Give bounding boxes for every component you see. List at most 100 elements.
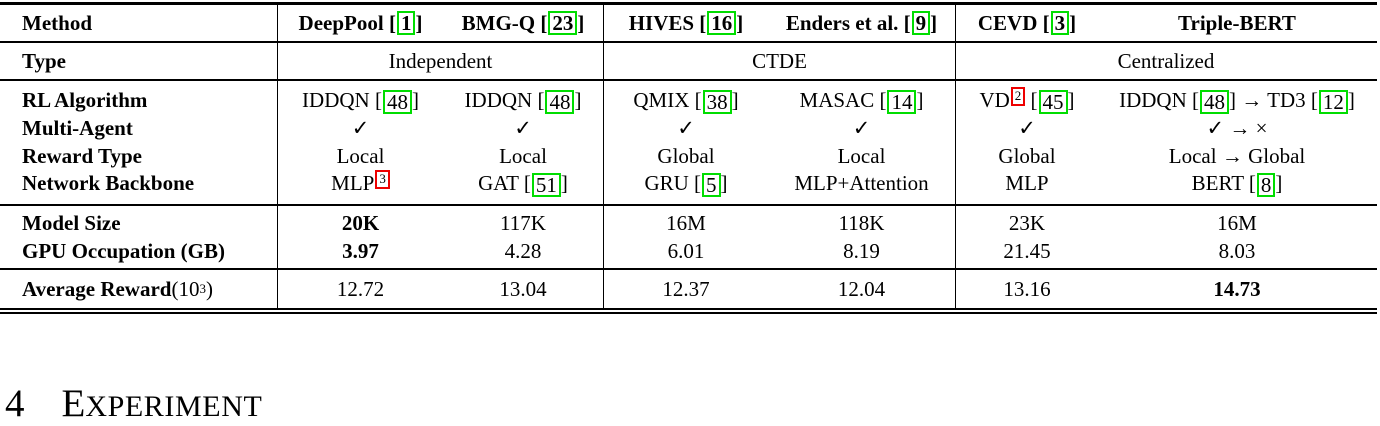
model-size-value: 20K (278, 210, 443, 238)
avg-reward-hives: 12.37 (603, 270, 768, 308)
perf-cell-enders: 118K 8.19 (768, 206, 955, 268)
row-label-gpu-occupation: GPU Occupation (GB) (22, 238, 225, 263)
gpu-occupation-value: 8.19 (843, 238, 880, 263)
table-row-type: Type Independent CTDE Centralized (0, 43, 1377, 81)
header-cell-triplebert: Triple-BERT (1178, 10, 1296, 35)
reward-type-value: Global (998, 143, 1056, 168)
header-cell-deeppool: DeepPool [1] (277, 5, 443, 41)
gpu-occupation-value: 3.97 (278, 238, 443, 266)
citation-link[interactable]: 1 (396, 11, 416, 35)
network-backbone-value: MLP+Attention (794, 171, 929, 196)
network-backbone-value: GAT [51] (478, 171, 568, 198)
model-size-value: 23K (1008, 211, 1046, 235)
table-row-average-reward: Average Reward (10 3) 12.72 13.04 12.37 1… (0, 270, 1377, 310)
rl-algorithm-value: IDDQN [48] (302, 88, 419, 114)
reward-type-value: Local (499, 143, 547, 168)
table-rows-perf: Model Size GPU Occupation (GB) 20K 3.97 … (0, 206, 1377, 270)
footnote-link[interactable]: 2 (1010, 87, 1026, 106)
multi-agent-value: ✓ → × (1206, 115, 1268, 140)
model-size-value: 16M (666, 211, 706, 235)
section-number: 4 (5, 382, 25, 425)
citation-link[interactable]: 5 (702, 173, 721, 198)
avg-reward-enders: 12.04 (837, 276, 886, 301)
model-size-value: 117K (500, 211, 546, 235)
citation-link[interactable]: 23 (548, 11, 578, 35)
avg-reward-bmgq: 13.04 (499, 276, 547, 301)
citation-link[interactable]: 14 (887, 90, 917, 114)
header-cell-hives: HIVES [16] (603, 5, 768, 41)
footnote-link[interactable]: 3 (375, 170, 390, 190)
perf-cell-triplebert: 16M 8.03 (1098, 206, 1376, 268)
perf-row-labels: Model Size GPU Occupation (GB) (0, 206, 277, 268)
multi-agent-value: ✓ (677, 115, 695, 140)
spec-cell-deeppool: IDDQN [48] ✓ Local MLP 3 (277, 81, 443, 204)
citation-link[interactable]: 12 (1318, 90, 1348, 114)
spec-cell-triplebert: IDDQN [48] → TD3 [12] ✓ → × Local → Glob… (1098, 81, 1376, 204)
perf-cell-hives: 16M 6.01 (603, 206, 768, 268)
table-rows-spec: RL Algorithm Multi-Agent Reward Type Net… (0, 81, 1377, 206)
row-label-rl-algorithm: RL Algorithm (22, 88, 148, 112)
rl-algorithm-value: IDDQN [48] → TD3 [12] (1119, 88, 1355, 114)
row-label-method-text: Method (22, 10, 92, 35)
multi-agent-value: ✓ (852, 115, 871, 140)
avg-reward-deeppool: 12.72 (277, 270, 443, 308)
normal-text: ) (205, 276, 213, 301)
citation-link[interactable]: 38 (702, 90, 732, 114)
model-size-value: 118K (838, 211, 885, 235)
section-title-rest: XPERIMENT (85, 390, 263, 423)
reward-type-value: Local (837, 143, 886, 168)
row-label-reward-type: Reward Type (22, 143, 142, 168)
spec-cell-cevd: VD 2 [45] ✓ Global MLP (955, 81, 1098, 204)
citation-link[interactable]: 48 (545, 90, 575, 114)
multi-agent-value: ✓ (1018, 115, 1036, 140)
bold-text: 14.73 (1213, 276, 1261, 301)
section-heading: 4 EXPERIMENT (5, 381, 262, 426)
reward-type-value: Local → Global (1168, 143, 1306, 168)
type-group-centralized: Centralized (955, 43, 1376, 79)
avg-reward-cevd: 13.16 (955, 270, 1098, 308)
gpu-occupation-value: 4.28 (504, 238, 542, 263)
citation-link[interactable]: 3 (1050, 11, 1070, 35)
citation-link[interactable]: 45 (1038, 90, 1068, 114)
citation-link[interactable]: 51 (531, 173, 561, 198)
network-backbone-value: MLP (1005, 171, 1049, 196)
table-row-method: Method DeepPool [1] BMG-Q [23] HIVES [16… (0, 5, 1377, 43)
gpu-occupation-value: 21.45 (1003, 238, 1051, 263)
rl-algorithm-value: VD 2 [45] (979, 87, 1075, 114)
bold-text: 3.97 (342, 238, 379, 263)
row-label-model-size: Model Size (22, 211, 121, 235)
citation-link[interactable]: 9 (911, 11, 931, 35)
avg-reward-triplebert: 14.73 (1098, 270, 1376, 308)
gpu-occupation-value: 8.03 (1218, 238, 1256, 263)
citation-link[interactable]: 48 (1200, 90, 1230, 114)
perf-cell-deeppool: 20K 3.97 (277, 206, 443, 268)
header-cell-enders: Enders et al. [9] (785, 10, 938, 35)
row-label-type: Type (22, 48, 66, 73)
network-backbone-value: BERT [8] (1191, 171, 1283, 198)
type-group-ctde: CTDE (603, 43, 955, 79)
header-cell-bmgq: BMG-Q [23] (461, 10, 585, 35)
header-cell-cevd: CEVD [3] (955, 5, 1098, 41)
reward-type-value: Global (657, 143, 715, 168)
normal-text: (10 (171, 276, 200, 301)
section-title-first: E (61, 382, 86, 425)
spec-cell-enders: MASAC [14] ✓ Local MLP+Attention (768, 81, 955, 204)
model-size-value: 16M (1217, 211, 1257, 235)
spec-cell-bmgq: IDDQN [48] ✓ Local GAT [51] (443, 81, 603, 204)
spec-cell-hives: QMIX [38] ✓ Global GRU [5] (603, 81, 768, 204)
row-label-multi-agent: Multi-Agent (22, 115, 133, 140)
network-backbone-value: MLP 3 (278, 170, 443, 198)
row-label-method: Method (0, 5, 277, 41)
rl-algorithm-value: MASAC [14] (799, 88, 924, 114)
table-bottom-rule (0, 310, 1377, 314)
method-comparison-table: Method DeepPool [1] BMG-Q [23] HIVES [16… (0, 2, 1377, 314)
bold-text: 20K (341, 211, 380, 235)
citation-link[interactable]: 16 (707, 11, 737, 35)
rl-algorithm-value: QMIX [38] (633, 88, 739, 114)
citation-link[interactable]: 48 (382, 90, 412, 114)
type-group-independent: Independent (277, 43, 603, 79)
network-backbone-value: GRU [5] (644, 171, 728, 198)
citation-link[interactable]: 8 (1256, 173, 1276, 198)
multi-agent-value: ✓ (514, 115, 532, 140)
row-label-average-reward: Average Reward (10 3) (22, 276, 213, 301)
